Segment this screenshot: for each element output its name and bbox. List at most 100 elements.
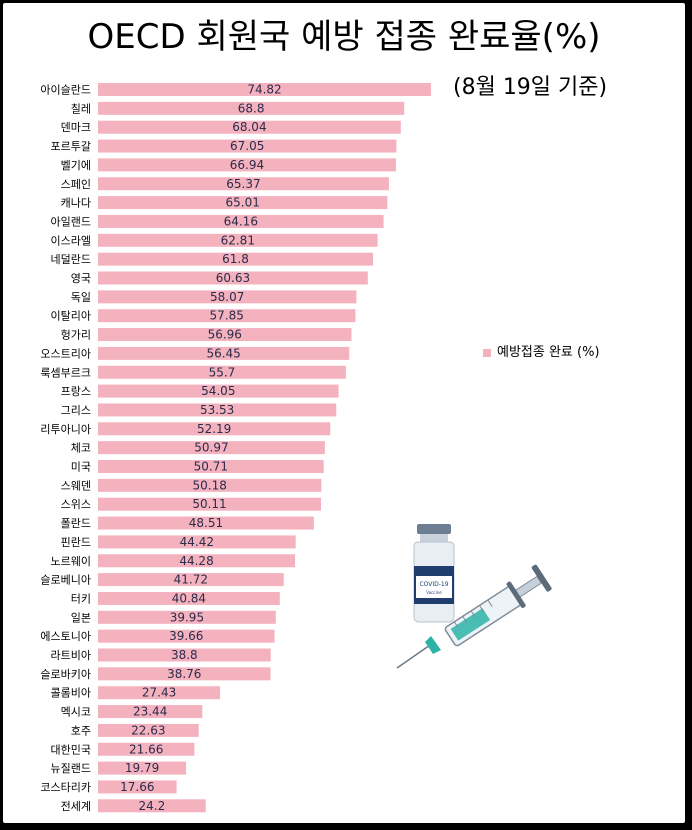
- category-label-36: 대한민국: [51, 743, 91, 756]
- value-label-24: 48.51: [189, 516, 223, 530]
- value-label-30: 39.66: [169, 629, 203, 643]
- bar-33: [98, 686, 221, 700]
- category-label-15: 오스트리아: [40, 347, 91, 360]
- category-label-2: 칠레: [71, 102, 91, 115]
- bar-14: [98, 328, 352, 342]
- bar-30: [98, 629, 275, 643]
- value-label-4: 67.05: [230, 139, 264, 153]
- vial-label: COVID-19: [419, 581, 448, 588]
- bar-6: [98, 177, 389, 191]
- bar-22: [98, 478, 322, 492]
- bar-26: [98, 554, 296, 568]
- category-label-23: 스위스: [61, 498, 91, 511]
- category-label-28: 터키: [71, 592, 91, 605]
- bar-29: [98, 610, 276, 624]
- category-label-14: 헝가리: [61, 329, 91, 342]
- value-label-5: 66.94: [230, 158, 264, 172]
- legend: 예방접종 완료 (%): [483, 341, 600, 360]
- value-label-33: 27.43: [142, 686, 176, 700]
- value-label-1: 74.82: [247, 83, 281, 97]
- category-label-11: 영국: [71, 272, 91, 285]
- bar-36: [98, 742, 195, 756]
- value-label-19: 52.19: [197, 422, 231, 436]
- chart-frame: OECD 회원국 예방 접종 완료율(%) (8월 19일 기준) 아이슬란드 7…: [3, 3, 685, 823]
- category-label-10: 네덜란드: [51, 253, 91, 266]
- value-label-14: 56.96: [208, 328, 242, 342]
- value-label-37: 19.79: [125, 761, 159, 775]
- category-label-6: 스페인: [61, 178, 91, 191]
- category-label-30: 에스토니아: [40, 630, 91, 643]
- value-label-36: 21.66: [129, 742, 163, 756]
- bar-4: [98, 139, 397, 153]
- value-label-21: 50.71: [194, 460, 228, 474]
- value-label-38: 17.66: [120, 780, 154, 794]
- value-label-11: 60.63: [216, 271, 250, 285]
- value-label-16: 55.7: [209, 365, 236, 379]
- value-label-26: 44.28: [179, 554, 213, 568]
- bar-12: [98, 290, 357, 304]
- category-label-17: 프랑스: [61, 385, 91, 398]
- bar-21: [98, 460, 324, 473]
- category-label-20: 체코: [71, 442, 91, 455]
- category-label-13: 이탈리아: [51, 310, 91, 323]
- category-label-22: 스웨덴: [61, 479, 91, 492]
- bar-8: [98, 214, 384, 228]
- category-label-35: 호주: [71, 724, 91, 737]
- bar-32: [98, 667, 271, 681]
- category-label-34: 멕시코: [61, 706, 91, 719]
- chart-title: OECD 회원국 예방 접종 완료율(%): [87, 17, 601, 57]
- value-label-12: 58.07: [210, 290, 244, 304]
- bar-17: [98, 384, 339, 398]
- category-label-16: 룩셈부르크: [40, 366, 91, 379]
- category-label-12: 독일: [71, 290, 91, 304]
- category-label-1: 아이슬란드: [40, 84, 91, 97]
- bar-19: [98, 422, 331, 436]
- value-label-13: 57.85: [210, 309, 244, 323]
- bar-39: [98, 799, 206, 813]
- value-label-28: 40.84: [172, 591, 206, 605]
- value-label-9: 62.81: [221, 233, 255, 247]
- category-label-27: 슬로베니아: [40, 574, 91, 587]
- category-label-29: 일본: [71, 610, 91, 624]
- bar-37: [98, 761, 187, 775]
- value-label-6: 65.37: [226, 177, 260, 191]
- bar-1: [98, 83, 431, 96]
- bar-20: [98, 441, 325, 455]
- bar-chart: 아이슬란드 74.82 칠레 68.8 덴마크 68.04 포르투갈 67.05 벨기에 66.9…: [40, 83, 431, 813]
- bar-9: [98, 233, 378, 247]
- bar-23: [98, 497, 322, 511]
- category-label-9: 이스라엘: [51, 234, 91, 247]
- value-label-7: 65.01: [225, 196, 259, 210]
- category-label-39: 전세계: [61, 800, 91, 813]
- bar-7: [98, 196, 388, 210]
- category-label-32: 슬로바키아: [40, 668, 91, 681]
- category-label-3: 덴마크: [61, 121, 91, 134]
- value-label-2: 68.8: [238, 101, 265, 115]
- legend-swatch: [483, 348, 491, 357]
- chart-subtitle: (8월 19일 기준): [453, 75, 608, 100]
- bar-27: [98, 573, 284, 587]
- bar-16: [98, 365, 346, 379]
- value-label-8: 64.16: [224, 214, 258, 228]
- bar-25: [98, 535, 296, 549]
- value-label-10: 61.8: [222, 252, 249, 266]
- category-label-21: 미국: [71, 461, 91, 474]
- category-label-5: 벨기에: [61, 159, 91, 172]
- bar-2: [98, 101, 405, 115]
- bar-18: [98, 403, 337, 417]
- bar-24: [98, 516, 314, 530]
- category-label-8: 아일랜드: [51, 214, 91, 228]
- category-label-24: 폴란드: [61, 517, 91, 530]
- value-label-35: 22.63: [131, 723, 165, 737]
- bar-10: [98, 252, 374, 266]
- value-label-34: 23.44: [133, 705, 167, 719]
- bar-11: [98, 271, 368, 285]
- bar-5: [98, 158, 396, 172]
- bar-38: [98, 780, 177, 794]
- bar-34: [98, 705, 203, 719]
- value-label-25: 44.42: [180, 535, 214, 549]
- category-label-18: 그리스: [61, 404, 91, 417]
- value-label-17: 54.05: [201, 384, 235, 398]
- value-label-27: 41.72: [174, 573, 208, 587]
- category-label-4: 포르투갈: [51, 139, 91, 153]
